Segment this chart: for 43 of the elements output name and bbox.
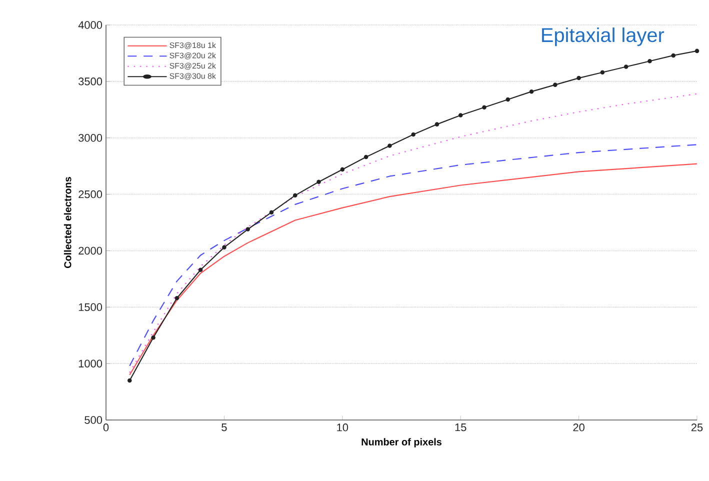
chart-title: Epitaxial layer: [542, 28, 664, 46]
y-tick-label: 3000: [78, 134, 102, 142]
point: [388, 144, 392, 148]
x-tick-label: 5: [222, 424, 227, 432]
y-tick-label: 1500: [78, 303, 102, 312]
x-tick-label: 25: [691, 424, 703, 432]
y-tick-label: 4000: [78, 21, 102, 29]
point: [198, 268, 203, 272]
point: [174, 296, 180, 300]
point: [648, 58, 652, 64]
y-tick-label: 2000: [78, 246, 102, 255]
point: [316, 180, 321, 184]
point: [364, 154, 368, 160]
x-axis-title: Number of pixels: [362, 438, 442, 448]
y-tick-label: 1000: [78, 360, 102, 368]
point: [694, 48, 700, 54]
point: [269, 210, 274, 214]
point: [671, 53, 676, 58]
point: [411, 132, 416, 137]
y-tick-label: 500: [84, 416, 102, 424]
x-tick-label: 0: [103, 424, 109, 432]
line-series: [129, 93, 698, 374]
point: [127, 378, 132, 383]
point: [553, 82, 558, 87]
x-tick-label: 10: [337, 424, 348, 432]
point: [434, 122, 440, 126]
point: [482, 105, 486, 110]
point: [529, 89, 534, 94]
point: [506, 97, 510, 102]
point: [151, 335, 156, 340]
x-tick-label: 15: [455, 424, 466, 432]
point: [458, 113, 463, 118]
y-tick-label: 3500: [78, 78, 102, 86]
point: [246, 227, 250, 232]
point: [340, 167, 345, 172]
point: [624, 64, 628, 69]
x-tick-label: 20: [573, 424, 584, 432]
point: [292, 193, 298, 198]
point: [222, 245, 226, 250]
y-axis-title: Collected electrons: [64, 176, 72, 268]
y-tick-label: 2500: [78, 190, 102, 198]
point: [576, 76, 581, 80]
point: [600, 70, 605, 75]
